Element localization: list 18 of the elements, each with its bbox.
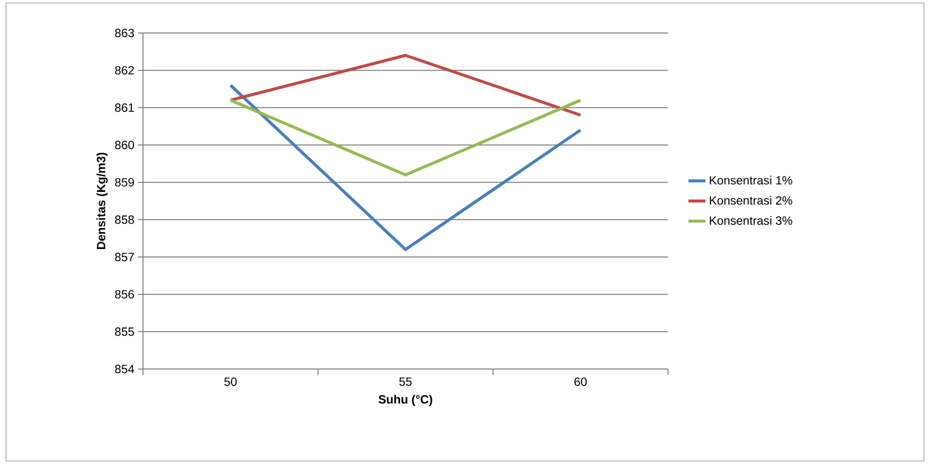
y-axis-title: Densitas (Kg/m3) bbox=[96, 152, 108, 250]
y-tick-label: 861 bbox=[115, 103, 134, 112]
y-tick-label: 854 bbox=[115, 364, 134, 374]
y-tick-label: 856 bbox=[115, 290, 134, 299]
y-tick-label: 855 bbox=[115, 327, 134, 336]
x-axis-title: Suhu (°C) bbox=[378, 394, 432, 406]
x-tick-label: 50 bbox=[224, 378, 237, 386]
legend-label: Konsentrasi 3% bbox=[710, 216, 792, 225]
y-tick-label: 860 bbox=[115, 140, 134, 150]
x-tick-label: 55 bbox=[399, 378, 412, 386]
y-tick-label: 863 bbox=[115, 28, 134, 38]
y-tick-label: 858 bbox=[115, 215, 134, 224]
y-tick-label: 862 bbox=[115, 66, 134, 75]
legend-label: Konsentrasi 2% bbox=[710, 196, 792, 205]
legend-label: Konsentrasi 1% bbox=[710, 176, 792, 185]
y-tick-label: 857 bbox=[115, 252, 134, 262]
x-tick-label: 60 bbox=[574, 378, 587, 386]
y-tick-label: 859 bbox=[115, 178, 134, 187]
